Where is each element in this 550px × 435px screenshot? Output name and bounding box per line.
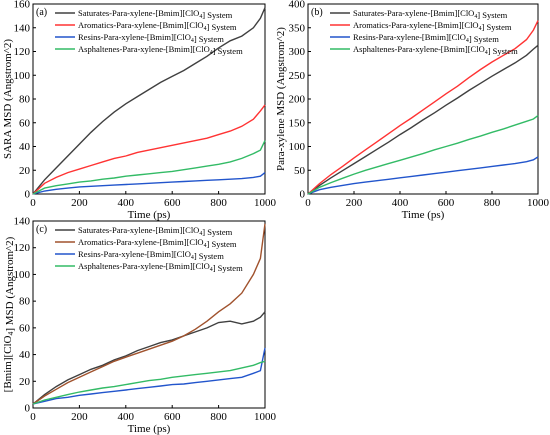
y-tick-label: 300 — [289, 46, 306, 58]
x-tick-label: 400 — [118, 197, 135, 209]
x-axis-title: Time (ps) — [128, 423, 171, 435]
y-tick-label: 0 — [25, 403, 31, 415]
series-line-0 — [32, 311, 266, 405]
series-line-0 — [307, 44, 539, 195]
x-tick-label: 600 — [164, 197, 181, 209]
legend-entry: Asphaltenes-Para-xylene-[Bmim][ClO4] Sys… — [78, 44, 243, 56]
legend-entry: Aromatics-Para-xylene-[Bmim][ClO4] Syste… — [78, 20, 237, 32]
x-tick-label: 200 — [71, 197, 88, 209]
y-axis-title: Para-xylene MSD (Angstrom^2) — [275, 27, 287, 171]
y-axis-title: SARA MSD (Angstrom^2) — [2, 39, 14, 159]
legend-entry: Saturates-Para-xylene-[Bmim][ClO4] Syste… — [78, 225, 233, 237]
x-tick-label: 200 — [71, 411, 88, 423]
x-tick-label: 600 — [164, 411, 181, 423]
x-tick-label: 0 — [30, 411, 36, 423]
x-tick-label: 400 — [392, 197, 409, 209]
x-tick-label: 1000 — [527, 197, 550, 209]
series-line-3 — [32, 140, 266, 195]
y-tick-label: 20 — [19, 376, 31, 388]
x-axis-title: Time (ps) — [402, 209, 445, 221]
y-tick-label: 140 — [14, 22, 31, 34]
y-tick-label: 40 — [19, 349, 31, 361]
series-line-2 — [307, 156, 539, 195]
series-line-0 — [32, 7, 266, 195]
y-tick-label: 0 — [300, 189, 306, 201]
panel-1: 0 200 400 600 800 1000 0 50 100 150 200 250 300 350 40… — [275, 0, 550, 221]
legend-entry: Aromatics-Para-xylene-[Bmim][ClO4] Syste… — [78, 237, 237, 249]
panel-label: (c) — [36, 224, 47, 235]
series-line-3 — [307, 115, 539, 195]
panel-label: (b) — [311, 7, 323, 18]
x-tick-label: 0 — [305, 197, 311, 209]
series-line-3 — [32, 360, 266, 405]
x-tick-label: 1000 — [254, 197, 277, 209]
y-tick-label: 50 — [294, 165, 306, 177]
x-tick-label: 800 — [210, 411, 227, 423]
x-tick-label: 600 — [438, 197, 455, 209]
legend-entry: Resins-Para-xylene-[Bmim][ClO4] System — [78, 249, 224, 261]
legend-entry: Asphaltenes-Para-xylene-[Bmim][ClO4] Sys… — [353, 44, 518, 56]
y-tick-label: 0 — [25, 189, 31, 201]
series-line-1 — [307, 20, 539, 195]
y-axis-title: [Bmim][ClO4] MSD (Angstrom^2) — [2, 236, 16, 392]
panel-0: 0 200 400 600 800 1000 0 20 40 60 80 100 120 140 160 Ti… — [2, 0, 277, 221]
legend-entry: Resins-Para-xylene-[Bmim][ClO4] System — [353, 32, 499, 44]
series-line-2 — [32, 347, 266, 405]
x-tick-label: 0 — [30, 197, 36, 209]
y-tick-label: 140 — [14, 216, 31, 228]
x-tick-label: 200 — [346, 197, 363, 209]
y-tick-label: 100 — [289, 141, 306, 153]
legend-entry: Saturates-Para-xylene-[Bmim][ClO4] Syste… — [353, 8, 508, 20]
y-tick-label: 350 — [289, 22, 306, 34]
y-tick-label: 20 — [19, 165, 31, 177]
y-tick-label: 100 — [14, 269, 31, 281]
series-line-1 — [32, 223, 266, 405]
panel-2: 0 200 400 600 800 1000 0 20 40 60 80 100 120 140 Time … — [2, 216, 277, 435]
y-tick-label: 60 — [19, 322, 31, 334]
y-tick-label: 150 — [289, 117, 306, 129]
panel-label: (a) — [36, 7, 47, 18]
y-tick-label: 100 — [14, 70, 31, 82]
x-tick-label: 1000 — [254, 411, 277, 423]
x-tick-label: 800 — [210, 197, 227, 209]
y-tick-label: 250 — [289, 70, 306, 82]
x-tick-label: 800 — [484, 197, 501, 209]
y-tick-label: 60 — [19, 117, 31, 129]
y-tick-label: 160 — [14, 0, 31, 11]
y-tick-label: 40 — [19, 141, 31, 153]
series-line-1 — [32, 104, 266, 195]
y-tick-label: 120 — [14, 46, 31, 58]
y-tick-label: 200 — [289, 94, 306, 106]
legend-entry: Resins-Para-xylene-[Bmim][ClO4] System — [78, 32, 224, 44]
legend-entry: Aromatics-Para-xylene-[Bmim][ClO4] Syste… — [353, 20, 512, 32]
x-axis-title: Time (ps) — [128, 209, 171, 221]
legend-entry: Saturates-Para-xylene-[Bmim][ClO4] Syste… — [78, 8, 233, 20]
y-tick-label: 80 — [19, 296, 31, 308]
y-tick-label: 80 — [19, 94, 31, 106]
x-tick-label: 400 — [118, 411, 135, 423]
y-tick-label: 120 — [14, 242, 31, 254]
y-tick-label: 400 — [289, 0, 306, 11]
legend-entry: Asphaltenes-Para-xylene-[Bmim][ClO4] Sys… — [78, 261, 243, 273]
series-line-2 — [32, 172, 266, 195]
plot-frame — [32, 220, 266, 409]
